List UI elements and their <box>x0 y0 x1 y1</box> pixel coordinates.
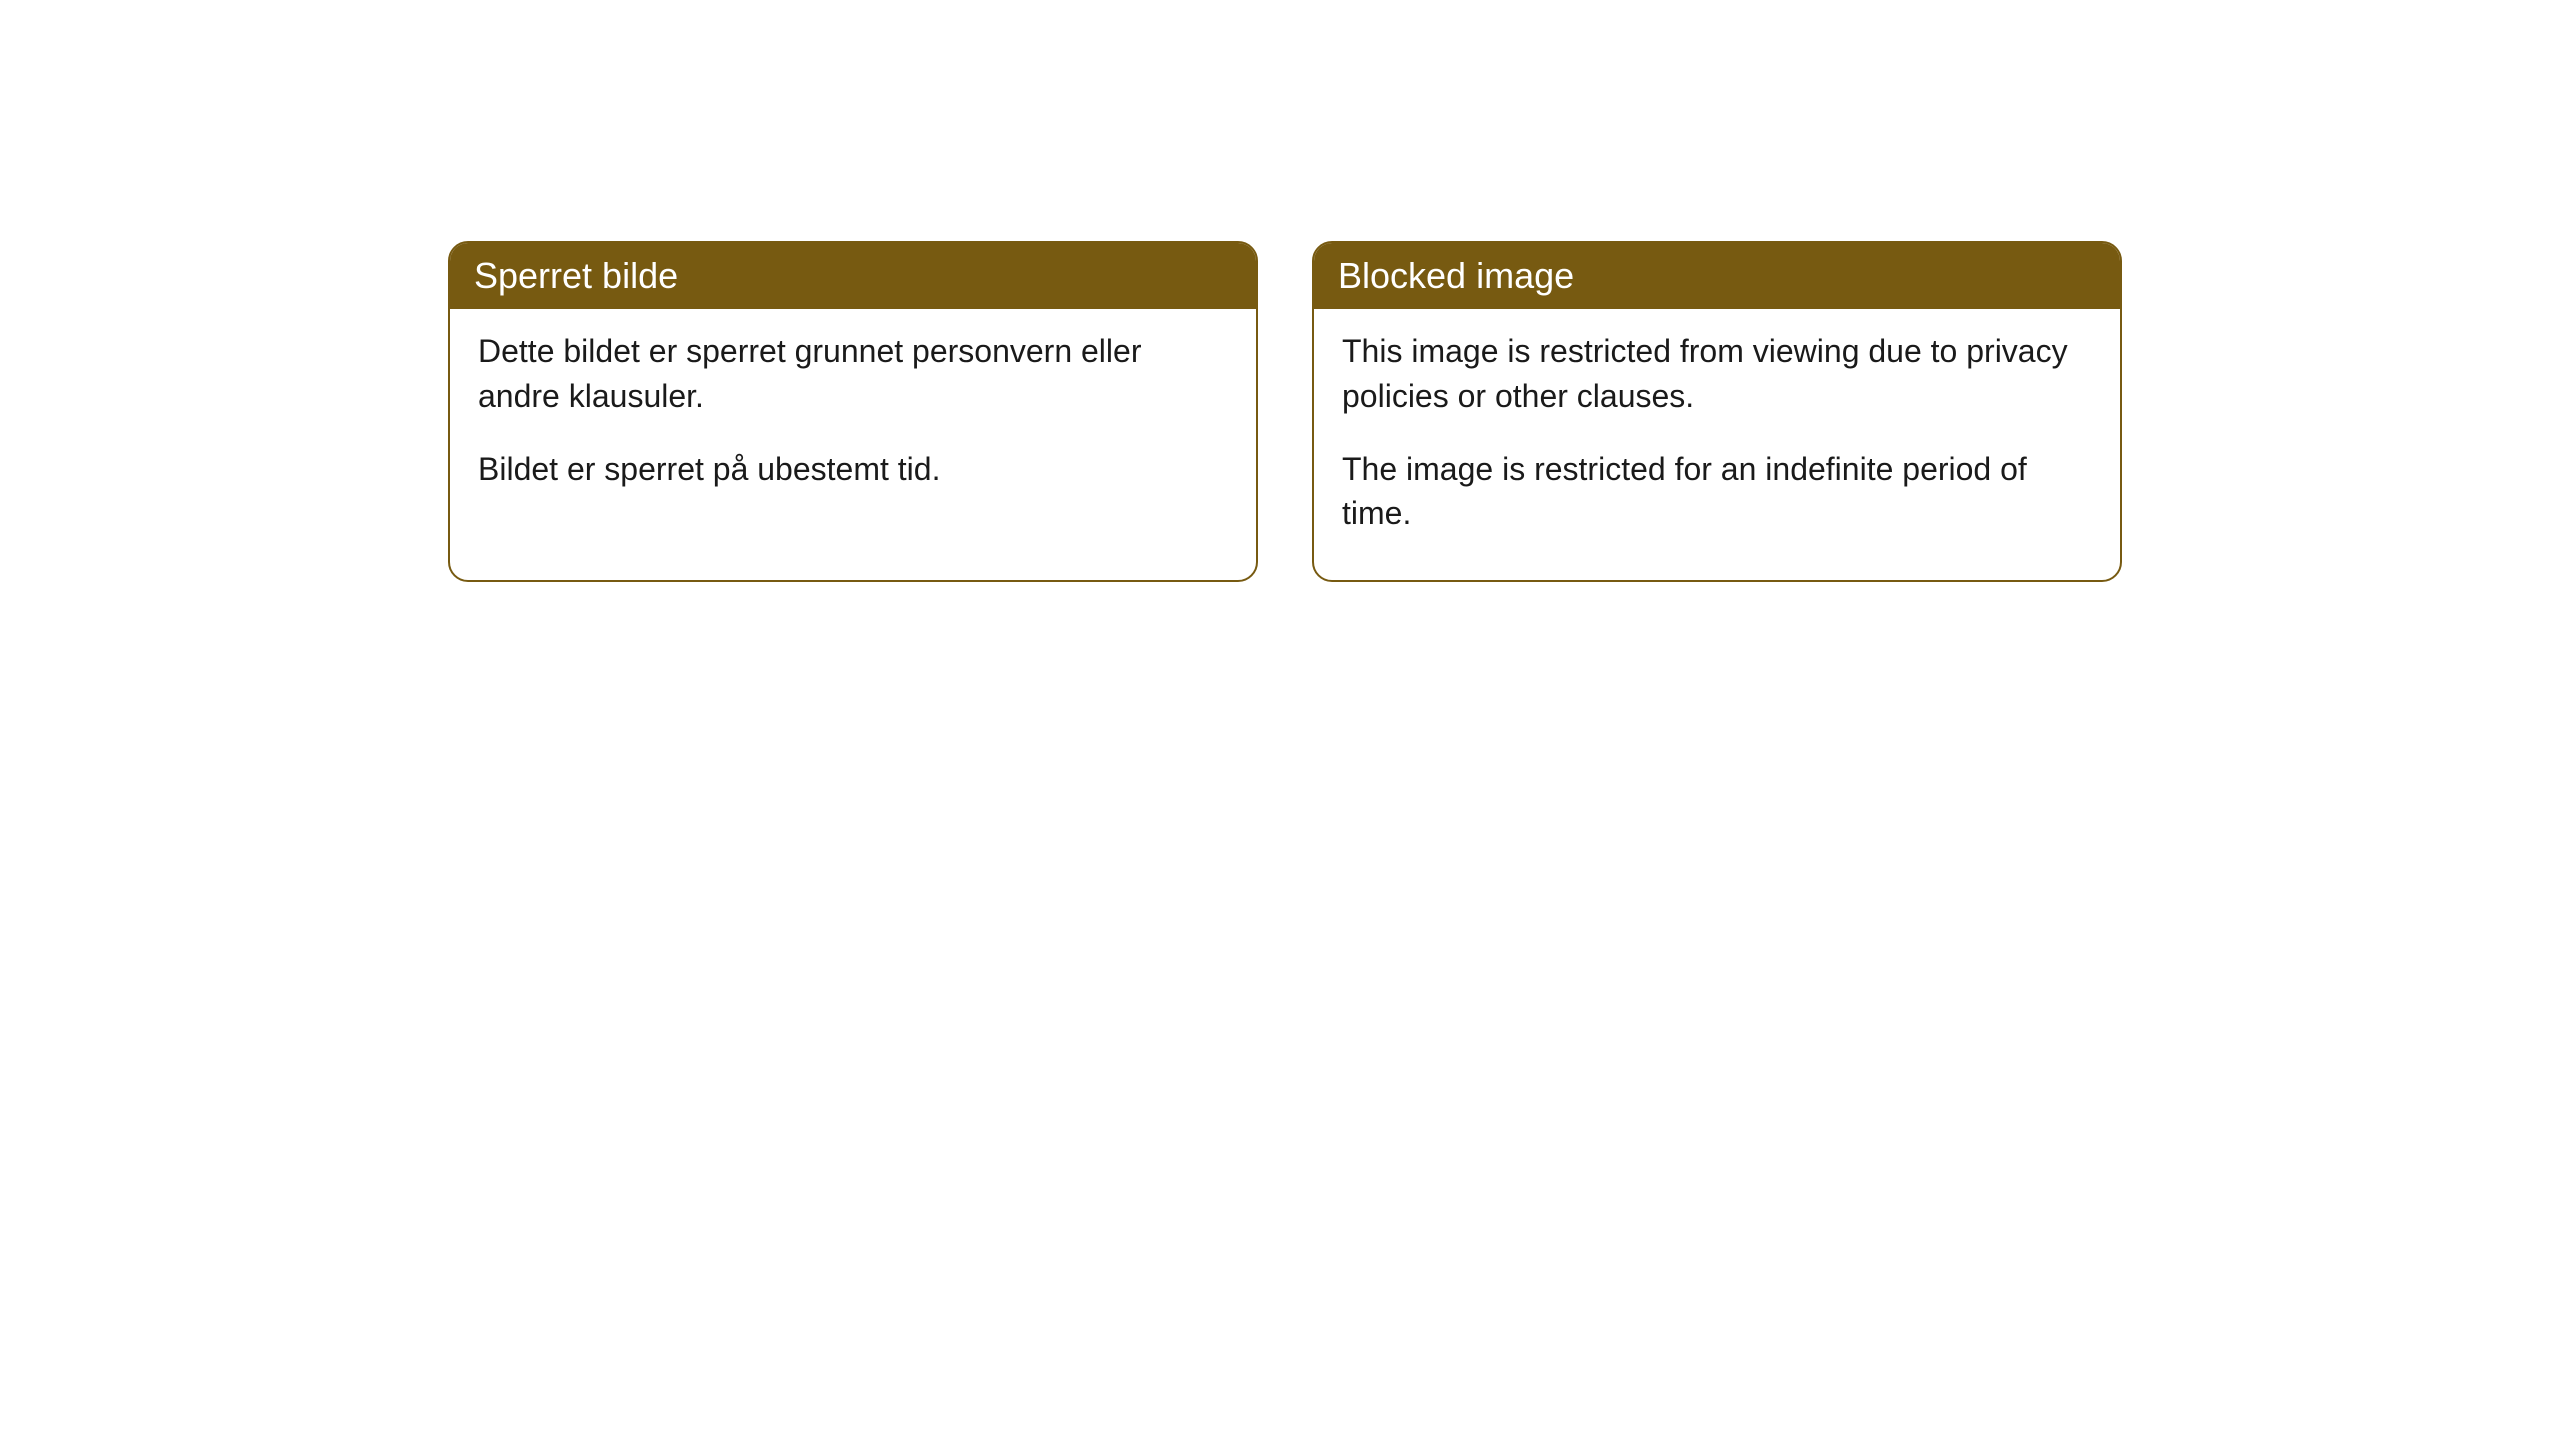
blocked-image-card-norwegian: Sperret bilde Dette bildet er sperret gr… <box>448 241 1258 582</box>
card-paragraph: This image is restricted from viewing du… <box>1342 329 2092 419</box>
card-header: Sperret bilde <box>450 243 1256 309</box>
card-body: This image is restricted from viewing du… <box>1314 309 2120 580</box>
cards-container: Sperret bilde Dette bildet er sperret gr… <box>448 241 2122 582</box>
blocked-image-card-english: Blocked image This image is restricted f… <box>1312 241 2122 582</box>
card-paragraph: Bildet er sperret på ubestemt tid. <box>478 447 1228 492</box>
card-paragraph: The image is restricted for an indefinit… <box>1342 447 2092 537</box>
card-header: Blocked image <box>1314 243 2120 309</box>
card-paragraph: Dette bildet er sperret grunnet personve… <box>478 329 1228 419</box>
card-body: Dette bildet er sperret grunnet personve… <box>450 309 1256 535</box>
